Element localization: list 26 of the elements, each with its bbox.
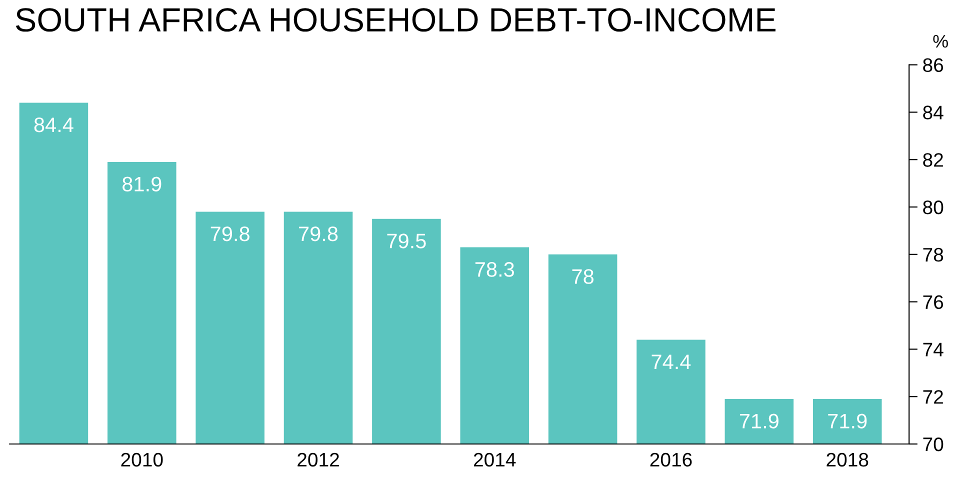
- y-tick-label: 74: [923, 342, 944, 356]
- y-tick-label: 78: [923, 248, 944, 262]
- y-tick-label: 76: [923, 295, 944, 310]
- y-axis-title: %: [933, 35, 948, 48]
- data-label: 71.9: [828, 414, 867, 428]
- y-tick-label: 82: [923, 153, 943, 167]
- data-label: 79.5: [387, 234, 426, 248]
- data-label: 81.9: [122, 176, 162, 192]
- data-label: 79.8: [210, 226, 250, 242]
- x-tick-label: 2010: [121, 452, 163, 467]
- x-tick-label: 2018: [826, 452, 868, 467]
- data-label: 71.9: [740, 414, 778, 428]
- y-tick-label: 80: [923, 200, 944, 214]
- data-label: 79.8: [299, 226, 338, 242]
- x-tick-label: 2012: [298, 452, 339, 467]
- x-tick-label: 2014: [474, 452, 516, 467]
- chart-title: SOUTH AFRICA HOUSEHOLD DEBT-TO-INCOME: [16, 8, 776, 32]
- y-tick-label: 72: [923, 390, 943, 404]
- data-label: 78.3: [475, 262, 514, 277]
- y-tick-label: 84: [923, 106, 944, 120]
- data-label: 78: [572, 269, 594, 284]
- y-tick-label: 70: [923, 437, 944, 452]
- data-label: 74.4: [652, 354, 691, 370]
- x-tick-label: 2016: [650, 452, 692, 467]
- data-label: 84.4: [34, 117, 74, 132]
- y-tick-label: 86: [923, 58, 944, 72]
